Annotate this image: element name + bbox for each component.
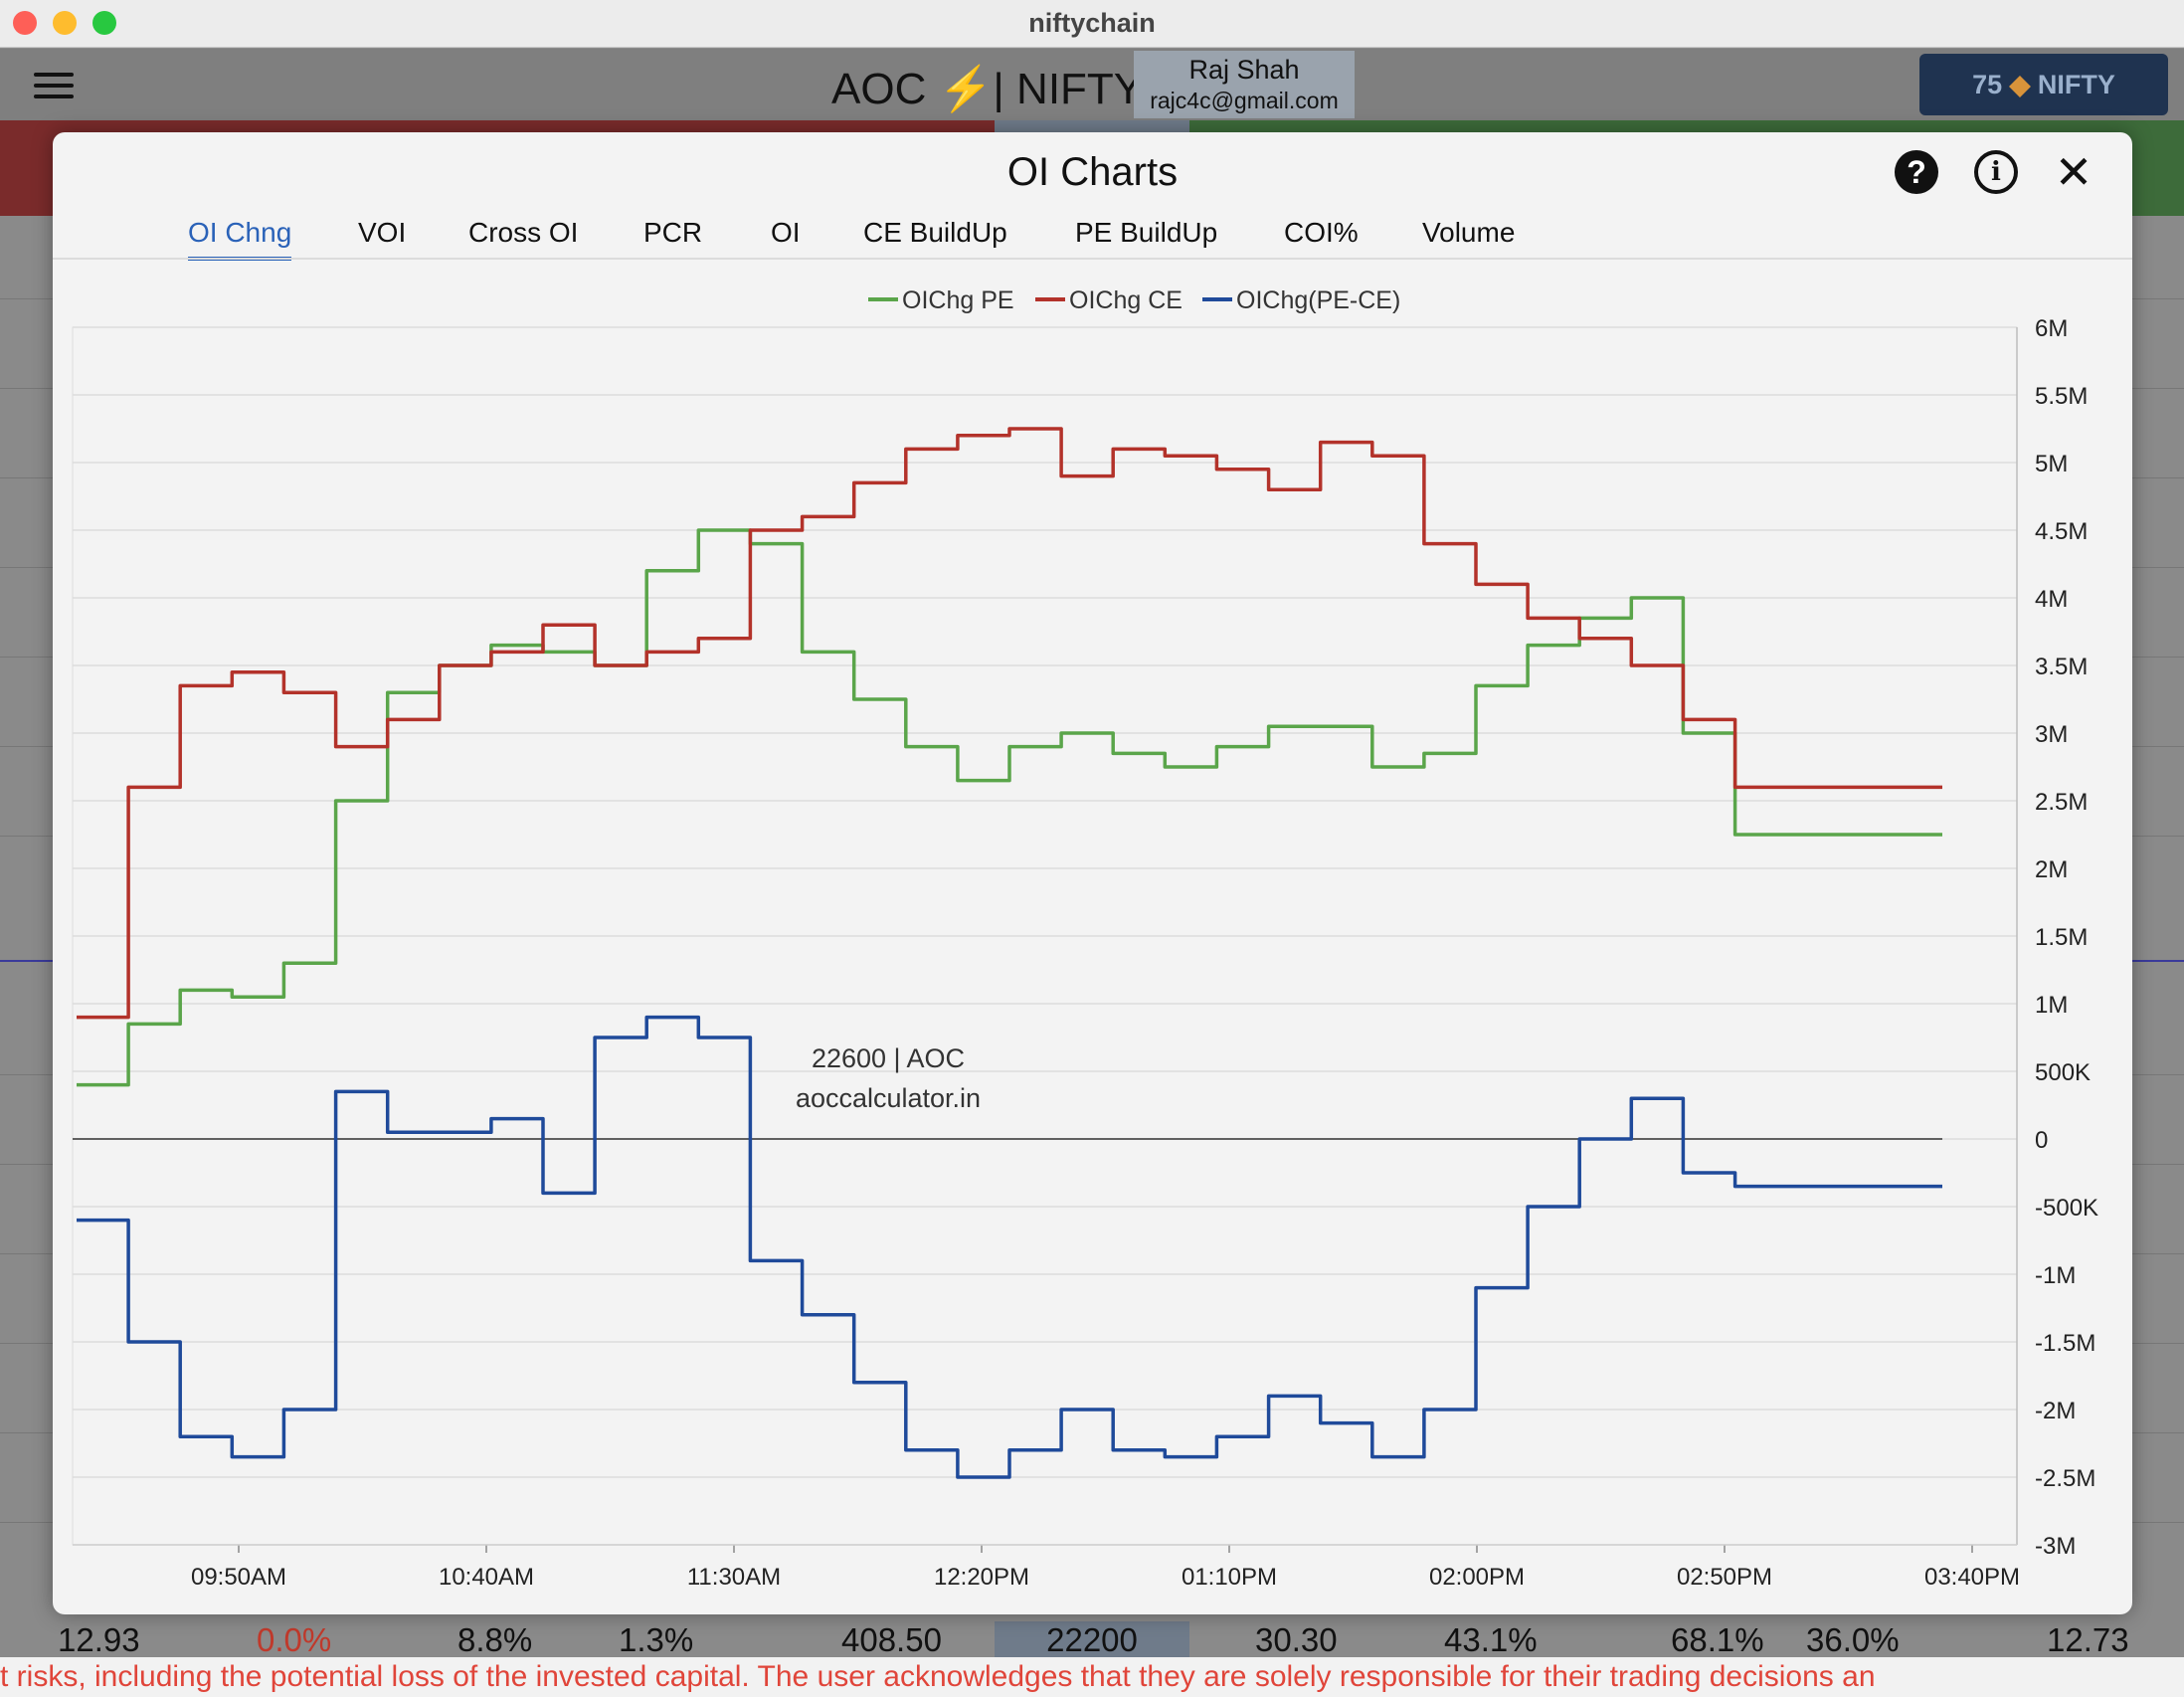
- y-tick-label: 2M: [2035, 856, 2068, 883]
- tab-pcr[interactable]: PCR: [643, 217, 703, 248]
- y-tick-label: -2M: [2035, 1398, 2076, 1424]
- tab-coi-percent[interactable]: COI%: [1284, 217, 1359, 248]
- watermark-title: 22600 | AOC: [812, 1043, 965, 1073]
- table-cell: 1.3%: [619, 1621, 694, 1658]
- legend-label: OIChg PE: [902, 286, 1014, 314]
- bolt-icon: ⚡: [938, 65, 994, 113]
- modal-title: OI Charts: [1006, 150, 1179, 194]
- disclaimer-ticker: t risks, including the potential loss of…: [0, 1657, 2184, 1697]
- tab-pe-buildup[interactable]: PE BuildUp: [1075, 217, 1218, 248]
- y-tick-label: 1M: [2035, 992, 2068, 1019]
- y-tick-label: -1M: [2035, 1262, 2076, 1289]
- y-tick-label: -1.5M: [2035, 1330, 2095, 1357]
- x-tick-label: 03:40PM: [1924, 1564, 2020, 1591]
- x-tick-label: 02:00PM: [1429, 1564, 1525, 1591]
- close-icon[interactable]: ✕: [2054, 146, 2093, 198]
- y-tick-label: -500K: [2035, 1195, 2098, 1222]
- x-tick-label: 01:10PM: [1182, 1564, 1277, 1591]
- ce-series-line: [77, 427, 1942, 1020]
- y-tick-label: 2.5M: [2035, 789, 2088, 816]
- user-email: rajc4c@gmail.com: [1150, 88, 1339, 113]
- y-tick-label: 0: [2035, 1127, 2048, 1154]
- table-cell: 36.0%: [1806, 1621, 1900, 1658]
- lot-size-value: 75: [1972, 70, 2003, 99]
- table-cell: 12.93: [58, 1621, 140, 1658]
- oi-charts-modal: OI Charts ? i ✕ OI Chng VOI Cross OI PCR…: [53, 132, 2132, 1614]
- lot-size-button[interactable]: 75 ◆ NIFTY: [1919, 54, 2168, 115]
- y-tick-label: 4M: [2035, 586, 2068, 613]
- strike-cell: 22200: [995, 1621, 1189, 1659]
- table-cell: 0.0%: [257, 1621, 332, 1658]
- y-tick-label: 4.5M: [2035, 518, 2088, 545]
- help-icon[interactable]: ?: [1895, 150, 1938, 194]
- window-title: niftychain: [1028, 8, 1156, 38]
- minimize-window-button[interactable]: [53, 11, 77, 35]
- tab-volume[interactable]: Volume: [1422, 217, 1516, 248]
- menu-icon[interactable]: [34, 73, 74, 102]
- zoom-window-button[interactable]: [92, 11, 116, 35]
- pe-series-line: [77, 528, 1942, 1087]
- app-title-symbol: | NIFTY: [993, 65, 1144, 113]
- legend-label: OIChg CE: [1069, 286, 1183, 314]
- tab-ce-buildup[interactable]: CE BuildUp: [863, 217, 1007, 248]
- table-cell: 12.73: [2047, 1621, 2129, 1658]
- diff-series-line: [77, 1015, 1942, 1479]
- tab-cross-oi[interactable]: Cross OI: [468, 217, 579, 248]
- user-name: Raj Shah: [1188, 55, 1300, 85]
- app-header: AOC ⚡| NIFTY Raj Shah rajc4c@gmail.com 7…: [0, 49, 2184, 120]
- y-tick-label: 6M: [2035, 315, 2068, 342]
- table-cell: 30.30: [1255, 1621, 1338, 1658]
- y-tick-label: -3M: [2035, 1533, 2076, 1560]
- y-tick-label: -2.5M: [2035, 1465, 2095, 1492]
- table-cell: 68.1%: [1671, 1621, 1764, 1658]
- watermark-url: aoccalculator.in: [796, 1083, 981, 1113]
- tab-voi[interactable]: VOI: [358, 217, 407, 248]
- x-tick-label: 11:30AM: [687, 1564, 781, 1591]
- y-tick-label: 500K: [2035, 1059, 2091, 1086]
- lot-symbol: NIFTY: [2037, 70, 2115, 99]
- close-window-button[interactable]: [13, 11, 37, 35]
- tab-oi[interactable]: OI: [771, 217, 801, 248]
- y-tick-label: 3.5M: [2035, 654, 2088, 680]
- tab-divider: [53, 258, 2132, 260]
- table-cell: 43.1%: [1444, 1621, 1538, 1658]
- y-tick-label: 5.5M: [2035, 383, 2088, 410]
- table-cell: 408.50: [841, 1621, 942, 1658]
- app-title: AOC ⚡| NIFTY: [831, 63, 1143, 114]
- legend-label: OIChg(PE-CE): [1236, 286, 1400, 314]
- app-title-brand: AOC: [831, 65, 927, 113]
- oi-change-chart: 6M 5.5M 5M 4.5M 4M 3.5M 3M 2.5M 2M 1.5M 1M 500K 0 -50…: [72, 286, 2098, 1591]
- x-tick-label: 09:50AM: [191, 1564, 286, 1591]
- user-info[interactable]: Raj Shah rajc4c@gmail.com: [1134, 51, 1355, 118]
- tab-oi-chng[interactable]: OI Chng: [188, 217, 292, 261]
- x-tick-label: 02:50PM: [1677, 1564, 1772, 1591]
- info-icon[interactable]: i: [1974, 150, 2018, 194]
- x-tick-label: 12:20PM: [934, 1564, 1029, 1591]
- y-tick-label: 1.5M: [2035, 924, 2088, 951]
- bottom-row-values: 12.93 0.0% 8.8% 1.3% 408.50 22200 30.30 …: [0, 1621, 2184, 1659]
- window-titlebar: niftychain: [0, 0, 2184, 48]
- table-cell: 8.8%: [457, 1621, 533, 1658]
- diamond-icon: ◆: [2009, 70, 2031, 99]
- y-tick-label: 3M: [2035, 721, 2068, 748]
- x-tick-label: 10:40AM: [439, 1564, 534, 1591]
- y-tick-label: 5M: [2035, 451, 2068, 477]
